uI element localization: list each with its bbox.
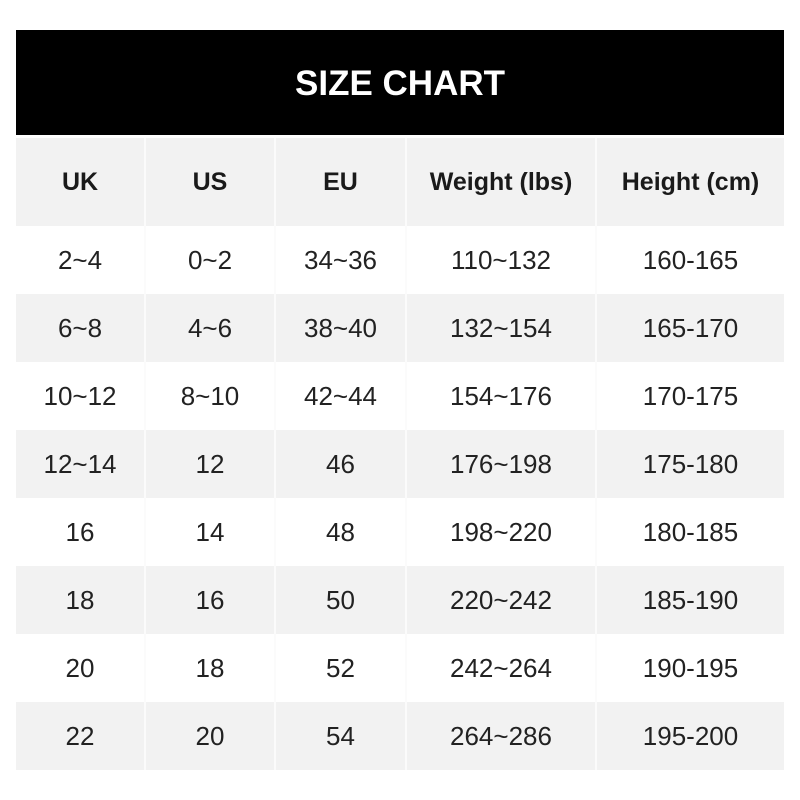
header-uk: UK [16, 135, 145, 226]
cell-uk: 6~8 [16, 294, 145, 362]
cell-height: 185-190 [595, 566, 784, 634]
cell-eu: 42~44 [274, 362, 406, 430]
cell-weight: 110~132 [405, 226, 596, 294]
table-row: 6~8 4~6 38~40 132~154 165-170 [16, 294, 784, 362]
cell-us: 12 [144, 430, 275, 498]
table-row: 22 20 54 264~286 195-200 [16, 702, 784, 770]
table-row: 16 14 48 198~220 180-185 [16, 498, 784, 566]
cell-height: 160-165 [595, 226, 784, 294]
table-row: 10~12 8~10 42~44 154~176 170-175 [16, 362, 784, 430]
header-weight: Weight (lbs) [405, 135, 596, 226]
cell-eu: 38~40 [274, 294, 406, 362]
cell-us: 8~10 [144, 362, 275, 430]
table-row: 20 18 52 242~264 190-195 [16, 634, 784, 702]
header-row: UK US EU Weight (lbs) Height (cm) [16, 135, 784, 226]
cell-weight: 176~198 [405, 430, 596, 498]
cell-uk: 22 [16, 702, 145, 770]
cell-weight: 264~286 [405, 702, 596, 770]
cell-us: 14 [144, 498, 275, 566]
table-row: 12~14 12 46 176~198 175-180 [16, 430, 784, 498]
cell-weight: 132~154 [405, 294, 596, 362]
cell-eu: 48 [274, 498, 406, 566]
cell-height: 170-175 [595, 362, 784, 430]
header-height: Height (cm) [595, 135, 784, 226]
cell-uk: 12~14 [16, 430, 145, 498]
size-chart-title: SIZE CHART [16, 30, 784, 135]
size-table: UK US EU Weight (lbs) Height (cm) 2~4 0~2… [16, 135, 784, 770]
table-row: 18 16 50 220~242 185-190 [16, 566, 784, 634]
cell-weight: 220~242 [405, 566, 596, 634]
cell-height: 195-200 [595, 702, 784, 770]
size-chart: SIZE CHART UK US EU Weight (lbs) Height … [16, 30, 784, 770]
cell-us: 18 [144, 634, 275, 702]
cell-eu: 54 [274, 702, 406, 770]
cell-weight: 198~220 [405, 498, 596, 566]
cell-height: 175-180 [595, 430, 784, 498]
cell-weight: 154~176 [405, 362, 596, 430]
cell-eu: 34~36 [274, 226, 406, 294]
cell-height: 180-185 [595, 498, 784, 566]
cell-height: 165-170 [595, 294, 784, 362]
cell-uk: 10~12 [16, 362, 145, 430]
cell-uk: 20 [16, 634, 145, 702]
cell-uk: 2~4 [16, 226, 145, 294]
cell-us: 4~6 [144, 294, 275, 362]
cell-uk: 18 [16, 566, 145, 634]
cell-eu: 52 [274, 634, 406, 702]
cell-us: 0~2 [144, 226, 275, 294]
cell-weight: 242~264 [405, 634, 596, 702]
header-eu: EU [274, 135, 406, 226]
table-row: 2~4 0~2 34~36 110~132 160-165 [16, 226, 784, 294]
header-us: US [144, 135, 275, 226]
cell-us: 16 [144, 566, 275, 634]
cell-eu: 46 [274, 430, 406, 498]
cell-us: 20 [144, 702, 275, 770]
cell-height: 190-195 [595, 634, 784, 702]
cell-eu: 50 [274, 566, 406, 634]
cell-uk: 16 [16, 498, 145, 566]
